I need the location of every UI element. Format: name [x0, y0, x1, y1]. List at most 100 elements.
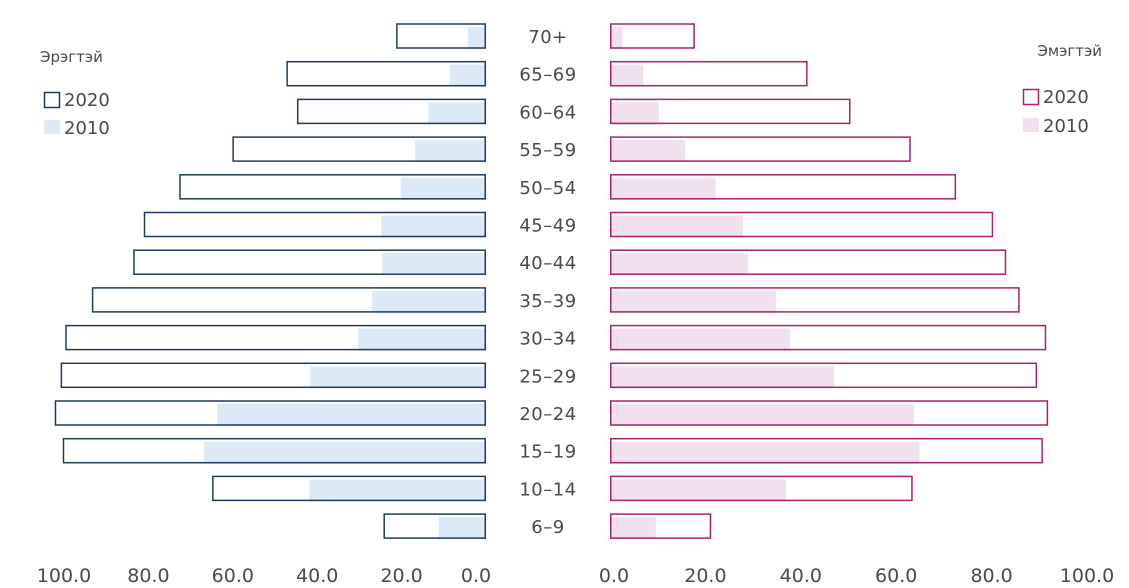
age-label-35-39: 35–39 — [519, 291, 576, 312]
left-tick-label: 20.0 — [380, 565, 422, 587]
legend-female-2020-swatch — [1022, 88, 1040, 106]
male-2020-bar-60-64 — [296, 98, 486, 125]
female-2020-bar-65-69 — [610, 60, 808, 87]
left-tick-label: 100.0 — [37, 565, 91, 587]
left-tick-label: 0.0 — [461, 565, 491, 587]
female-2010-bar-30-34 — [610, 328, 790, 351]
male-2020-bar-50-54 — [179, 174, 486, 200]
right-tick-label: 100.0 — [1060, 565, 1114, 587]
male-2010-bar-15-19 — [204, 441, 486, 464]
female-2010-bar-65-69 — [610, 64, 644, 87]
age-label-20-24: 20–24 — [519, 404, 576, 425]
male-2020-bar-30-34 — [65, 324, 487, 351]
female-2010-bar-25-29 — [610, 366, 835, 389]
male-2020-bar-70+ — [396, 23, 487, 49]
female-2010-bar-45-49 — [610, 215, 744, 238]
female-2020-bar-45-49 — [610, 211, 994, 238]
age-label-50-54: 50–54 — [519, 178, 576, 199]
male-2010-bar-45-49 — [381, 215, 486, 238]
female-2020-bar-30-34 — [610, 324, 1047, 351]
right-tick-label: 40.0 — [780, 565, 822, 587]
legend-female-2020-label: 2020 — [1043, 87, 1089, 108]
legend-female-title: Эмэгтэй — [1037, 42, 1102, 60]
female-2020-bar-10-14 — [610, 475, 913, 502]
female-2020-bar-20-24 — [610, 400, 1049, 426]
age-label-55-59: 55–59 — [519, 140, 576, 161]
female-2010-bar-55-59 — [610, 140, 686, 163]
male-2020-bar-10-14 — [212, 475, 486, 502]
female-2020-bar-35-39 — [610, 287, 1020, 313]
female-2010-bar-70+ — [610, 27, 623, 49]
age-label-10-14: 10–14 — [519, 479, 576, 500]
female-2020-bar-6-9 — [610, 513, 712, 539]
female-2020-bar-70+ — [610, 23, 695, 49]
female-2010-bar-6-9 — [610, 517, 656, 540]
male-2010-bar-20-24 — [217, 404, 486, 426]
legend-female-2010-swatch — [1023, 118, 1039, 132]
legend-male-title: Эрэгтэй — [40, 48, 103, 66]
male-2020-bar-55-59 — [232, 136, 486, 162]
legend-female-2010-label: 2010 — [1043, 116, 1089, 137]
legend-male-2010-label: 2010 — [64, 118, 110, 139]
legend-male-2020-swatch — [43, 91, 61, 109]
male-2010-bar-10-14 — [309, 479, 486, 502]
male-2020-bar-65-69 — [286, 60, 487, 87]
male-2020-bar-20-24 — [54, 400, 486, 426]
left-tick-label: 60.0 — [212, 565, 254, 587]
female-2020-bar-60-64 — [610, 98, 851, 125]
legend-male-2020-label: 2020 — [64, 90, 110, 111]
male-2010-bar-35-39 — [372, 290, 486, 313]
female-bars — [610, 23, 1049, 540]
female-2010-bar-35-39 — [610, 290, 776, 313]
age-label-45-49: 45–49 — [519, 216, 576, 237]
male-2010-bar-60-64 — [428, 102, 486, 125]
female-2020-bar-40-44 — [610, 249, 1007, 275]
female-2020-bar-55-59 — [610, 136, 911, 162]
male-2010-bar-70+ — [467, 27, 486, 49]
male-2010-bar-6-9 — [438, 517, 486, 540]
age-label-30-34: 30–34 — [519, 329, 576, 350]
axis-ticks: 100.0 80.0 60.0 40.0 20.0 0.0 0.0 20.0 40.0 60.0 8… — [37, 565, 1114, 587]
left-tick-label: 80.0 — [127, 565, 169, 587]
male-2010-bar-55-59 — [415, 140, 486, 163]
female-2010-bar-50-54 — [610, 177, 716, 200]
age-label-25-29: 25–29 — [519, 366, 576, 387]
right-tick-label: 60.0 — [875, 565, 917, 587]
male-bars — [54, 23, 487, 540]
female-2020-bar-25-29 — [610, 362, 1038, 389]
male-2010-bar-65-69 — [449, 64, 486, 87]
age-label-15-19: 15–19 — [519, 442, 576, 463]
male-2020-bar-45-49 — [143, 211, 486, 238]
age-label-40-44: 40–44 — [519, 253, 576, 274]
male-2010-bar-25-29 — [310, 366, 486, 389]
legend-male: Эрэгтэй 2020 2010 — [40, 48, 110, 139]
female-2020-bar-15-19 — [610, 437, 1043, 464]
legend-female: Эмэгтэй 2020 2010 — [1022, 42, 1102, 137]
female-2010-bar-60-64 — [610, 102, 659, 125]
male-2010-bar-30-34 — [358, 328, 486, 351]
female-2020-bar-50-54 — [610, 174, 957, 200]
female-2010-bar-15-19 — [610, 441, 920, 464]
age-labels: 70+ 65–69 60–64 55–59 50–54 45–49 40–44 35–39 30… — [519, 27, 576, 538]
male-2020-bar-25-29 — [60, 362, 487, 389]
male-2020-bar-15-19 — [62, 437, 486, 464]
legend-male-2010-swatch — [44, 120, 60, 134]
age-label-65-69: 65–69 — [519, 65, 576, 86]
right-tick-label: 0.0 — [599, 565, 629, 587]
female-2010-bar-20-24 — [610, 404, 915, 426]
male-2020-bar-6-9 — [383, 513, 487, 539]
right-tick-label: 20.0 — [684, 565, 726, 587]
age-label-60-64: 60–64 — [519, 102, 576, 123]
male-2010-bar-40-44 — [382, 253, 486, 276]
male-2010-bar-50-54 — [400, 177, 486, 200]
male-2020-bar-35-39 — [91, 287, 487, 313]
female-2010-bar-10-14 — [610, 479, 786, 502]
male-2020-bar-40-44 — [133, 249, 486, 275]
age-label-6-9: 6–9 — [531, 517, 564, 538]
female-2010-bar-40-44 — [610, 253, 748, 276]
age-label-70+: 70+ — [528, 27, 568, 48]
right-tick-label: 80.0 — [970, 565, 1012, 587]
left-tick-label: 40.0 — [296, 565, 338, 587]
